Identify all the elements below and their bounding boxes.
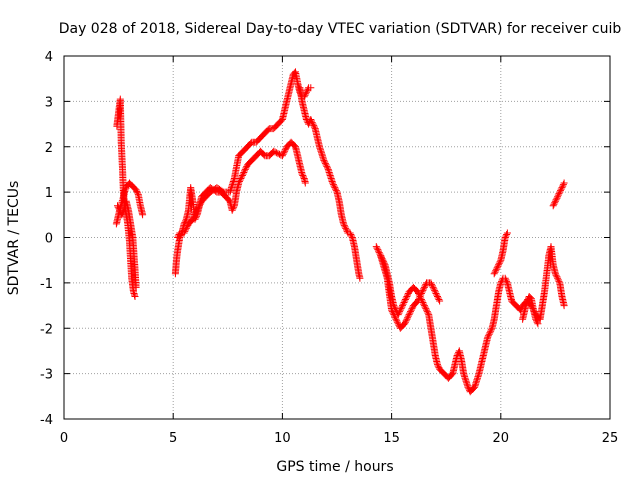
chart-title: Day 028 of 2018, Sidereal Day-to-day VTE… xyxy=(59,21,622,37)
x-tick-label: 0 xyxy=(60,431,68,446)
data-point-trace xyxy=(490,229,511,278)
grid-lines xyxy=(64,56,610,419)
data-point-trace xyxy=(372,243,568,396)
y-tick-label: 0 xyxy=(45,232,53,247)
y-tick-label: 1 xyxy=(45,186,53,201)
data-point-trace xyxy=(114,197,140,291)
x-axis-label: GPS time / hours xyxy=(276,459,393,475)
axis-ticks: 0 5 10 15 20 25 -4 -3 -2 -1 0 1 2 3 4 xyxy=(40,50,618,446)
x-tick-label: 20 xyxy=(493,431,510,446)
y-tick-label: 2 xyxy=(45,141,53,156)
y-tick-label: -2 xyxy=(40,322,53,337)
data-point-trace xyxy=(519,293,542,328)
y-axis-label: SDTVAR / TECUs xyxy=(6,181,22,296)
x-tick-label: 10 xyxy=(274,431,291,446)
y-tick-label: 4 xyxy=(45,50,53,65)
data-point-trace xyxy=(296,84,364,282)
y-tick-label: -3 xyxy=(40,368,53,383)
y-tick-label: -1 xyxy=(40,277,53,292)
y-tick-label: 3 xyxy=(45,95,53,110)
data-points xyxy=(112,68,568,396)
y-tick-label: -4 xyxy=(40,413,53,428)
x-tick-label: 15 xyxy=(383,431,400,446)
data-point-trace xyxy=(549,179,568,210)
x-tick-label: 25 xyxy=(602,431,619,446)
data-point-trace xyxy=(174,68,315,241)
data-point-trace xyxy=(377,252,444,332)
x-tick-label: 5 xyxy=(169,431,177,446)
